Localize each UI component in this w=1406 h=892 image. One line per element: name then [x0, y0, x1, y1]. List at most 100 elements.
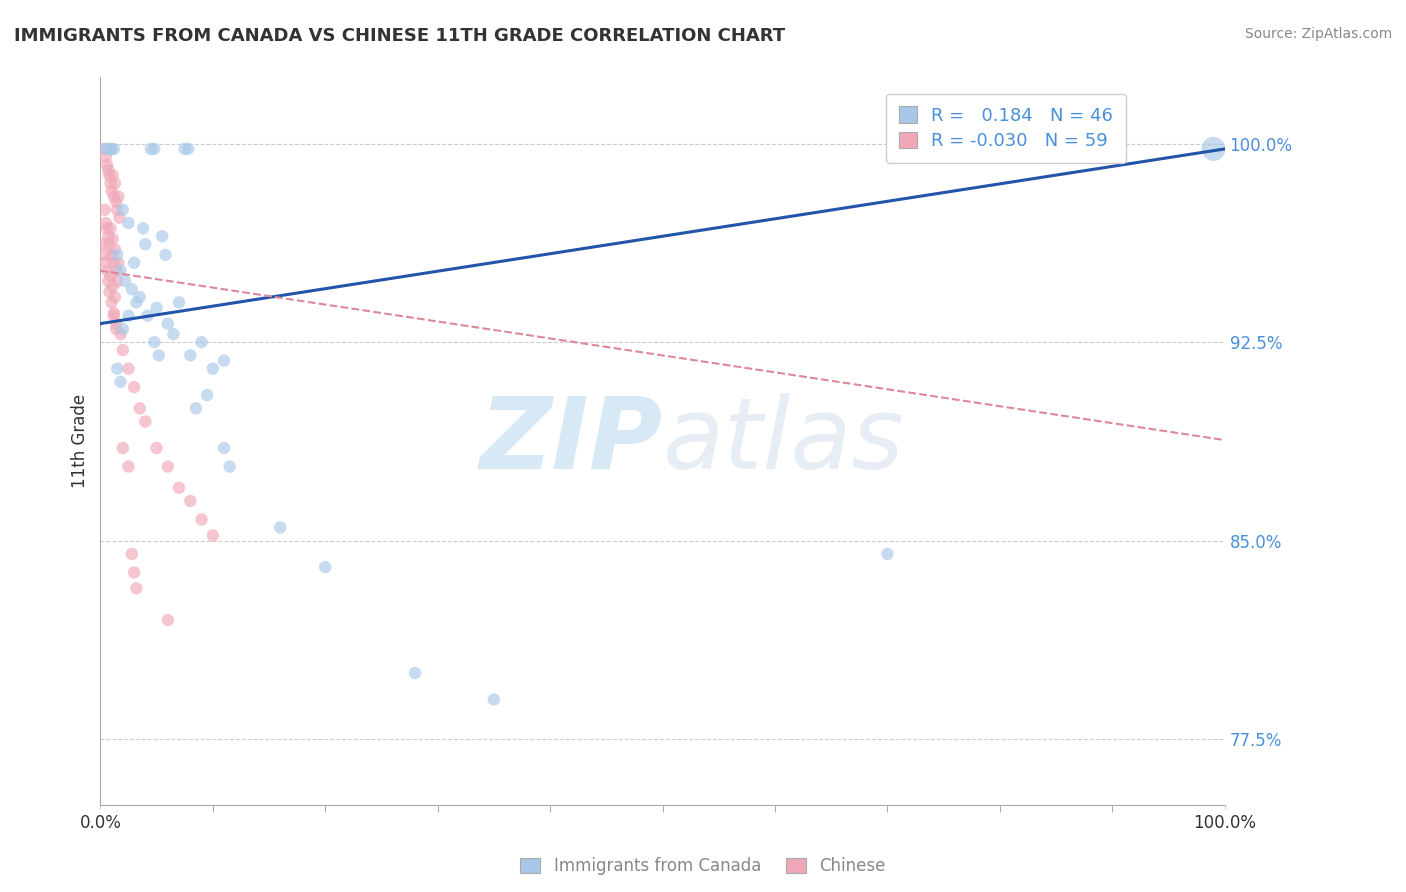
Point: [134, 415, 156, 429]
Point: [150, 229, 173, 244]
Point: [97, 163, 120, 178]
Point: [145, 441, 167, 455]
Point: [104, 243, 127, 257]
Point: [98, 169, 121, 183]
Point: [105, 317, 128, 331]
Point: [128, 290, 150, 304]
Point: [404, 666, 426, 681]
Text: atlas: atlas: [662, 392, 904, 490]
Point: [117, 361, 139, 376]
Point: [100, 268, 122, 283]
Point: [117, 309, 139, 323]
Point: [212, 441, 235, 455]
Point: [155, 248, 177, 262]
Point: [121, 547, 143, 561]
Point: [269, 520, 291, 534]
Point: [101, 232, 124, 246]
Point: [148, 348, 170, 362]
Point: [104, 177, 127, 191]
Point: [177, 142, 200, 156]
Point: [201, 528, 224, 542]
Point: [105, 361, 128, 376]
Point: [145, 301, 167, 315]
Point: [94, 248, 117, 262]
Point: [94, 256, 117, 270]
Point: [179, 494, 201, 508]
Point: [94, 202, 117, 217]
Point: [103, 306, 125, 320]
Point: [134, 237, 156, 252]
Point: [162, 327, 184, 342]
Point: [111, 343, 134, 357]
Point: [117, 216, 139, 230]
Point: [128, 401, 150, 416]
Point: [100, 248, 122, 262]
Point: [101, 169, 124, 183]
Point: [218, 459, 240, 474]
Point: [103, 256, 125, 270]
Point: [110, 263, 132, 277]
Point: [105, 274, 128, 288]
Point: [111, 202, 134, 217]
Text: Source: ZipAtlas.com: Source: ZipAtlas.com: [1244, 27, 1392, 41]
Point: [156, 459, 179, 474]
Point: [105, 194, 128, 209]
Point: [114, 274, 136, 288]
Point: [98, 285, 121, 299]
Point: [184, 401, 207, 416]
Point: [314, 560, 336, 574]
Point: [93, 142, 115, 156]
Point: [100, 177, 122, 191]
Point: [125, 295, 148, 310]
Point: [100, 295, 122, 310]
Point: [105, 263, 128, 277]
Text: IMMIGRANTS FROM CANADA VS CHINESE 11TH GRADE CORRELATION CHART: IMMIGRANTS FROM CANADA VS CHINESE 11TH G…: [14, 27, 785, 45]
Point: [94, 216, 117, 230]
Point: [132, 221, 155, 235]
Point: [179, 348, 201, 362]
Point: [156, 317, 179, 331]
Point: [98, 237, 121, 252]
Point: [111, 322, 134, 336]
Point: [876, 547, 898, 561]
Point: [97, 229, 120, 244]
Point: [103, 189, 125, 203]
Point: [122, 256, 145, 270]
Point: [111, 441, 134, 455]
Point: [167, 481, 190, 495]
Point: [103, 142, 125, 156]
Point: [212, 353, 235, 368]
Point: [96, 263, 118, 277]
Point: [195, 388, 218, 402]
Point: [121, 282, 143, 296]
Point: [482, 692, 505, 706]
Point: [143, 142, 166, 156]
Point: [110, 327, 132, 342]
Point: [143, 335, 166, 350]
Point: [105, 322, 128, 336]
Point: [110, 375, 132, 389]
Point: [108, 211, 131, 225]
Point: [98, 142, 121, 156]
Point: [94, 142, 117, 156]
Point: [103, 309, 125, 323]
Y-axis label: 11th Grade: 11th Grade: [72, 394, 89, 489]
Point: [100, 221, 122, 235]
Point: [107, 189, 129, 203]
Point: [93, 237, 115, 252]
Point: [100, 184, 122, 198]
Point: [104, 290, 127, 304]
Point: [122, 380, 145, 394]
Point: [107, 256, 129, 270]
Legend: Immigrants from Canada, Chinese: Immigrants from Canada, Chinese: [512, 849, 894, 884]
Point: [156, 613, 179, 627]
Point: [105, 202, 128, 217]
Legend: R =   0.184   N = 46, R = -0.030   N = 59: R = 0.184 N = 46, R = -0.030 N = 59: [886, 94, 1126, 162]
Point: [94, 150, 117, 164]
Point: [96, 158, 118, 172]
Point: [117, 459, 139, 474]
Point: [96, 221, 118, 235]
Point: [190, 512, 212, 526]
Point: [173, 142, 195, 156]
Point: [201, 361, 224, 376]
